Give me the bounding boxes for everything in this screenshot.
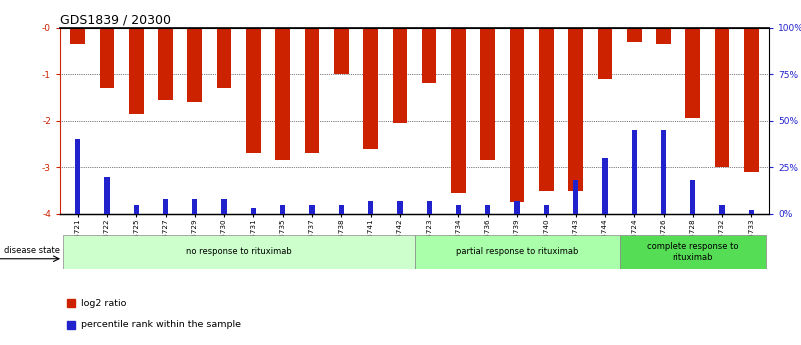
Bar [129, 28, 143, 114]
Text: no response to rituximab: no response to rituximab [186, 247, 292, 256]
Text: partial response to rituximab: partial response to rituximab [456, 247, 578, 256]
Bar [426, 201, 432, 214]
Text: GDS1839 / 20300: GDS1839 / 20300 [60, 13, 171, 27]
Bar [334, 28, 348, 74]
Bar [70, 28, 85, 44]
Bar [744, 28, 759, 172]
Bar [602, 158, 607, 214]
Bar [222, 199, 227, 214]
Bar [163, 199, 168, 214]
Bar [686, 28, 700, 118]
Text: percentile rank within the sample: percentile rank within the sample [81, 320, 241, 329]
Bar [192, 199, 198, 214]
Bar [573, 180, 578, 214]
Bar [368, 201, 373, 214]
Bar [539, 28, 553, 190]
Bar [414, 235, 619, 269]
Bar [187, 28, 202, 102]
Text: disease state: disease state [4, 246, 60, 255]
Bar [246, 28, 261, 153]
Text: complete response to
rituximab: complete response to rituximab [647, 242, 739, 262]
Bar [422, 28, 437, 83]
Bar [397, 201, 403, 214]
Bar [456, 205, 461, 214]
Bar [719, 205, 725, 214]
Bar [217, 28, 231, 88]
Bar [159, 28, 173, 100]
Bar [714, 28, 730, 167]
Bar [75, 139, 80, 214]
Bar [598, 28, 612, 79]
Bar [63, 235, 415, 269]
Bar [749, 210, 754, 214]
Bar [509, 28, 525, 202]
Bar [485, 205, 490, 214]
Bar [690, 180, 695, 214]
Bar [514, 201, 520, 214]
Bar [619, 235, 766, 269]
Bar [627, 28, 642, 41]
Bar [104, 177, 110, 214]
Bar [280, 205, 285, 214]
Bar [339, 205, 344, 214]
Bar [451, 28, 465, 193]
Bar [656, 28, 670, 44]
Bar [364, 28, 378, 149]
Bar [276, 28, 290, 160]
Bar [568, 28, 583, 190]
Bar [304, 28, 320, 153]
Bar [392, 28, 407, 123]
Bar [251, 208, 256, 214]
Bar [544, 205, 549, 214]
Bar [481, 28, 495, 160]
Bar [99, 28, 115, 88]
Text: log2 ratio: log2 ratio [81, 299, 127, 308]
Bar [631, 130, 637, 214]
Bar [134, 205, 139, 214]
Bar [309, 205, 315, 214]
Bar [661, 130, 666, 214]
